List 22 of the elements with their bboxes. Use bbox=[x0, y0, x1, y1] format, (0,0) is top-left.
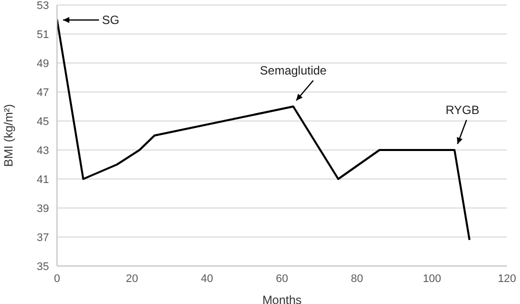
annotation: RYGB bbox=[446, 103, 480, 118]
x-tick-label: 20 bbox=[126, 272, 138, 285]
x-tick-label: 40 bbox=[200, 272, 214, 285]
x-tick-label: 80 bbox=[350, 272, 364, 285]
y-tick-label: 49 bbox=[36, 58, 49, 70]
x-tick-label: 100 bbox=[422, 272, 442, 285]
x-tick-label: 120 bbox=[498, 272, 516, 285]
y-tick-label: 43 bbox=[36, 144, 49, 157]
y-tick-label: 37 bbox=[36, 232, 49, 244]
annotation: SG bbox=[102, 13, 120, 28]
x-tick-label: 0 bbox=[54, 272, 60, 285]
y-tick-label: 53 bbox=[36, 0, 49, 12]
y-axis-title: BMI (kg/m²) bbox=[1, 104, 16, 167]
y-tick-label: 41 bbox=[36, 174, 49, 186]
y-tick-label: 51 bbox=[36, 28, 49, 41]
y-tick-label: 45 bbox=[36, 116, 49, 128]
y-tick-label: 39 bbox=[36, 202, 49, 215]
y-tick-label: 47 bbox=[36, 86, 49, 99]
x-axis-title: Months bbox=[262, 293, 302, 304]
y-tick-label: 35 bbox=[36, 260, 49, 273]
annotation: Semaglutide bbox=[260, 64, 327, 78]
x-tick-label: 60 bbox=[276, 272, 288, 285]
